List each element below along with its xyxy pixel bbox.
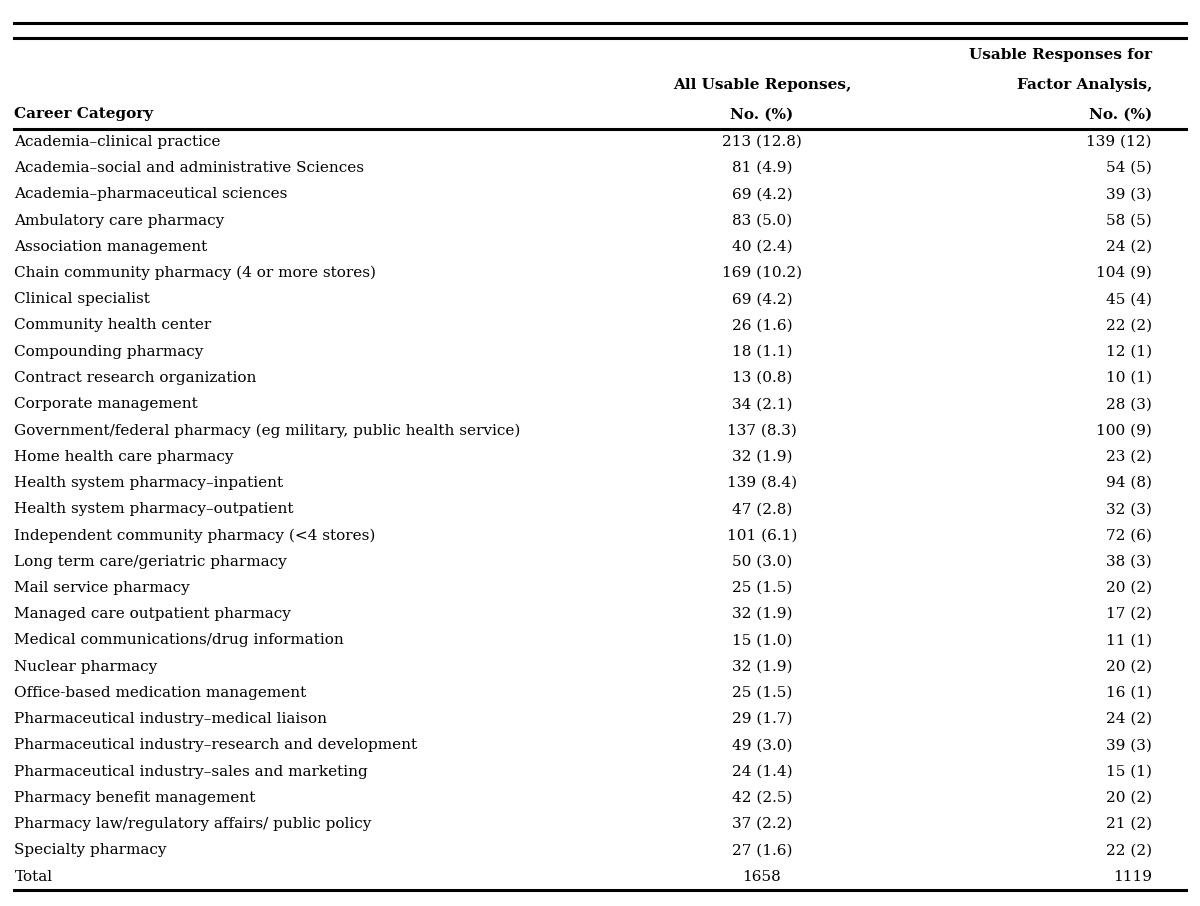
Text: No. (%): No. (%)	[731, 108, 793, 121]
Text: 81 (4.9): 81 (4.9)	[732, 161, 792, 175]
Text: 104 (9): 104 (9)	[1096, 266, 1152, 280]
Text: 13 (0.8): 13 (0.8)	[732, 371, 792, 385]
Text: 39 (3): 39 (3)	[1106, 188, 1152, 201]
Text: Mail service pharmacy: Mail service pharmacy	[14, 581, 190, 595]
Text: 37 (2.2): 37 (2.2)	[732, 817, 792, 831]
Text: 94 (8): 94 (8)	[1106, 476, 1152, 490]
Text: 24 (2): 24 (2)	[1106, 240, 1152, 254]
Text: Compounding pharmacy: Compounding pharmacy	[14, 344, 204, 359]
Text: 137 (8.3): 137 (8.3)	[727, 423, 797, 438]
Text: Pharmaceutical industry–sales and marketing: Pharmaceutical industry–sales and market…	[14, 765, 368, 778]
Text: Association management: Association management	[14, 240, 208, 254]
Text: Chain community pharmacy (4 or more stores): Chain community pharmacy (4 or more stor…	[14, 265, 377, 280]
Text: All Usable Reponses,: All Usable Reponses,	[673, 78, 851, 92]
Text: 100 (9): 100 (9)	[1096, 423, 1152, 438]
Text: 42 (2.5): 42 (2.5)	[732, 791, 792, 805]
Text: 18 (1.1): 18 (1.1)	[732, 344, 792, 359]
Text: Usable Responses for: Usable Responses for	[970, 48, 1152, 62]
Text: 139 (8.4): 139 (8.4)	[727, 476, 797, 490]
Text: 1658: 1658	[743, 870, 781, 883]
Text: Clinical specialist: Clinical specialist	[14, 293, 150, 306]
Text: 39 (3): 39 (3)	[1106, 738, 1152, 752]
Text: 32 (1.9): 32 (1.9)	[732, 660, 792, 674]
Text: Total: Total	[14, 870, 53, 883]
Text: Community health center: Community health center	[14, 319, 211, 333]
Text: Home health care pharmacy: Home health care pharmacy	[14, 449, 234, 464]
Text: 69 (4.2): 69 (4.2)	[732, 293, 792, 306]
Text: Independent community pharmacy (<4 stores): Independent community pharmacy (<4 store…	[14, 528, 376, 543]
Text: 169 (10.2): 169 (10.2)	[722, 266, 802, 280]
Text: 38 (3): 38 (3)	[1106, 554, 1152, 569]
Text: 28 (3): 28 (3)	[1106, 397, 1152, 411]
Text: Pharmacy law/regulatory affairs/ public policy: Pharmacy law/regulatory affairs/ public …	[14, 817, 372, 831]
Text: 23 (2): 23 (2)	[1106, 449, 1152, 464]
Text: 24 (1.4): 24 (1.4)	[732, 765, 792, 778]
Text: 32 (1.9): 32 (1.9)	[732, 449, 792, 464]
Text: Factor Analysis,: Factor Analysis,	[1016, 78, 1152, 92]
Text: Corporate management: Corporate management	[14, 397, 198, 411]
Text: Contract research organization: Contract research organization	[14, 371, 257, 385]
Text: Academia–pharmaceutical sciences: Academia–pharmaceutical sciences	[14, 188, 288, 201]
Text: 49 (3.0): 49 (3.0)	[732, 738, 792, 752]
Text: Government/federal pharmacy (eg military, public health service): Government/federal pharmacy (eg military…	[14, 423, 521, 438]
Text: 15 (1): 15 (1)	[1106, 765, 1152, 778]
Text: 20 (2): 20 (2)	[1106, 660, 1152, 674]
Text: 83 (5.0): 83 (5.0)	[732, 214, 792, 227]
Text: Long term care/geriatric pharmacy: Long term care/geriatric pharmacy	[14, 554, 287, 569]
Text: 34 (2.1): 34 (2.1)	[732, 397, 792, 411]
Text: 22 (2): 22 (2)	[1106, 843, 1152, 857]
Text: 17 (2): 17 (2)	[1106, 607, 1152, 622]
Text: 29 (1.7): 29 (1.7)	[732, 712, 792, 726]
Text: 20 (2): 20 (2)	[1106, 791, 1152, 805]
Text: Specialty pharmacy: Specialty pharmacy	[14, 843, 167, 857]
Text: 213 (12.8): 213 (12.8)	[722, 135, 802, 149]
Text: 27 (1.6): 27 (1.6)	[732, 843, 792, 857]
Text: 24 (2): 24 (2)	[1106, 712, 1152, 726]
Text: 58 (5): 58 (5)	[1106, 214, 1152, 227]
Text: 54 (5): 54 (5)	[1106, 161, 1152, 175]
Text: Pharmaceutical industry–medical liaison: Pharmaceutical industry–medical liaison	[14, 712, 328, 726]
Text: 47 (2.8): 47 (2.8)	[732, 502, 792, 516]
Text: 32 (3): 32 (3)	[1106, 502, 1152, 516]
Text: 40 (2.4): 40 (2.4)	[732, 240, 792, 254]
Text: Nuclear pharmacy: Nuclear pharmacy	[14, 660, 157, 674]
Text: Academia–clinical practice: Academia–clinical practice	[14, 135, 221, 149]
Text: Managed care outpatient pharmacy: Managed care outpatient pharmacy	[14, 607, 292, 622]
Text: Academia–social and administrative Sciences: Academia–social and administrative Scien…	[14, 161, 365, 175]
Text: Office-based medication management: Office-based medication management	[14, 686, 307, 699]
Text: No. (%): No. (%)	[1088, 108, 1152, 121]
Text: Pharmacy benefit management: Pharmacy benefit management	[14, 791, 256, 805]
Text: 69 (4.2): 69 (4.2)	[732, 188, 792, 201]
Text: Health system pharmacy–inpatient: Health system pharmacy–inpatient	[14, 476, 283, 490]
Text: 25 (1.5): 25 (1.5)	[732, 686, 792, 699]
Text: 21 (2): 21 (2)	[1106, 817, 1152, 831]
Text: 11 (1): 11 (1)	[1106, 633, 1152, 648]
Text: 25 (1.5): 25 (1.5)	[732, 581, 792, 595]
Text: 12 (1): 12 (1)	[1106, 344, 1152, 359]
Text: 45 (4): 45 (4)	[1106, 293, 1152, 306]
Text: 139 (12): 139 (12)	[1086, 135, 1152, 149]
Text: 50 (3.0): 50 (3.0)	[732, 554, 792, 569]
Text: 32 (1.9): 32 (1.9)	[732, 607, 792, 622]
Text: 72 (6): 72 (6)	[1106, 528, 1152, 543]
Text: 101 (6.1): 101 (6.1)	[727, 528, 797, 543]
Text: Ambulatory care pharmacy: Ambulatory care pharmacy	[14, 214, 224, 227]
Text: Pharmaceutical industry–research and development: Pharmaceutical industry–research and dev…	[14, 738, 418, 752]
Text: Career Category: Career Category	[14, 108, 154, 121]
Text: Medical communications/drug information: Medical communications/drug information	[14, 633, 344, 648]
Text: 15 (1.0): 15 (1.0)	[732, 633, 792, 648]
Text: 26 (1.6): 26 (1.6)	[732, 319, 792, 333]
Text: 10 (1): 10 (1)	[1106, 371, 1152, 385]
Text: 16 (1): 16 (1)	[1106, 686, 1152, 699]
Text: 1119: 1119	[1114, 870, 1152, 883]
Text: 20 (2): 20 (2)	[1106, 581, 1152, 595]
Text: 22 (2): 22 (2)	[1106, 319, 1152, 333]
Text: Health system pharmacy–outpatient: Health system pharmacy–outpatient	[14, 502, 294, 516]
